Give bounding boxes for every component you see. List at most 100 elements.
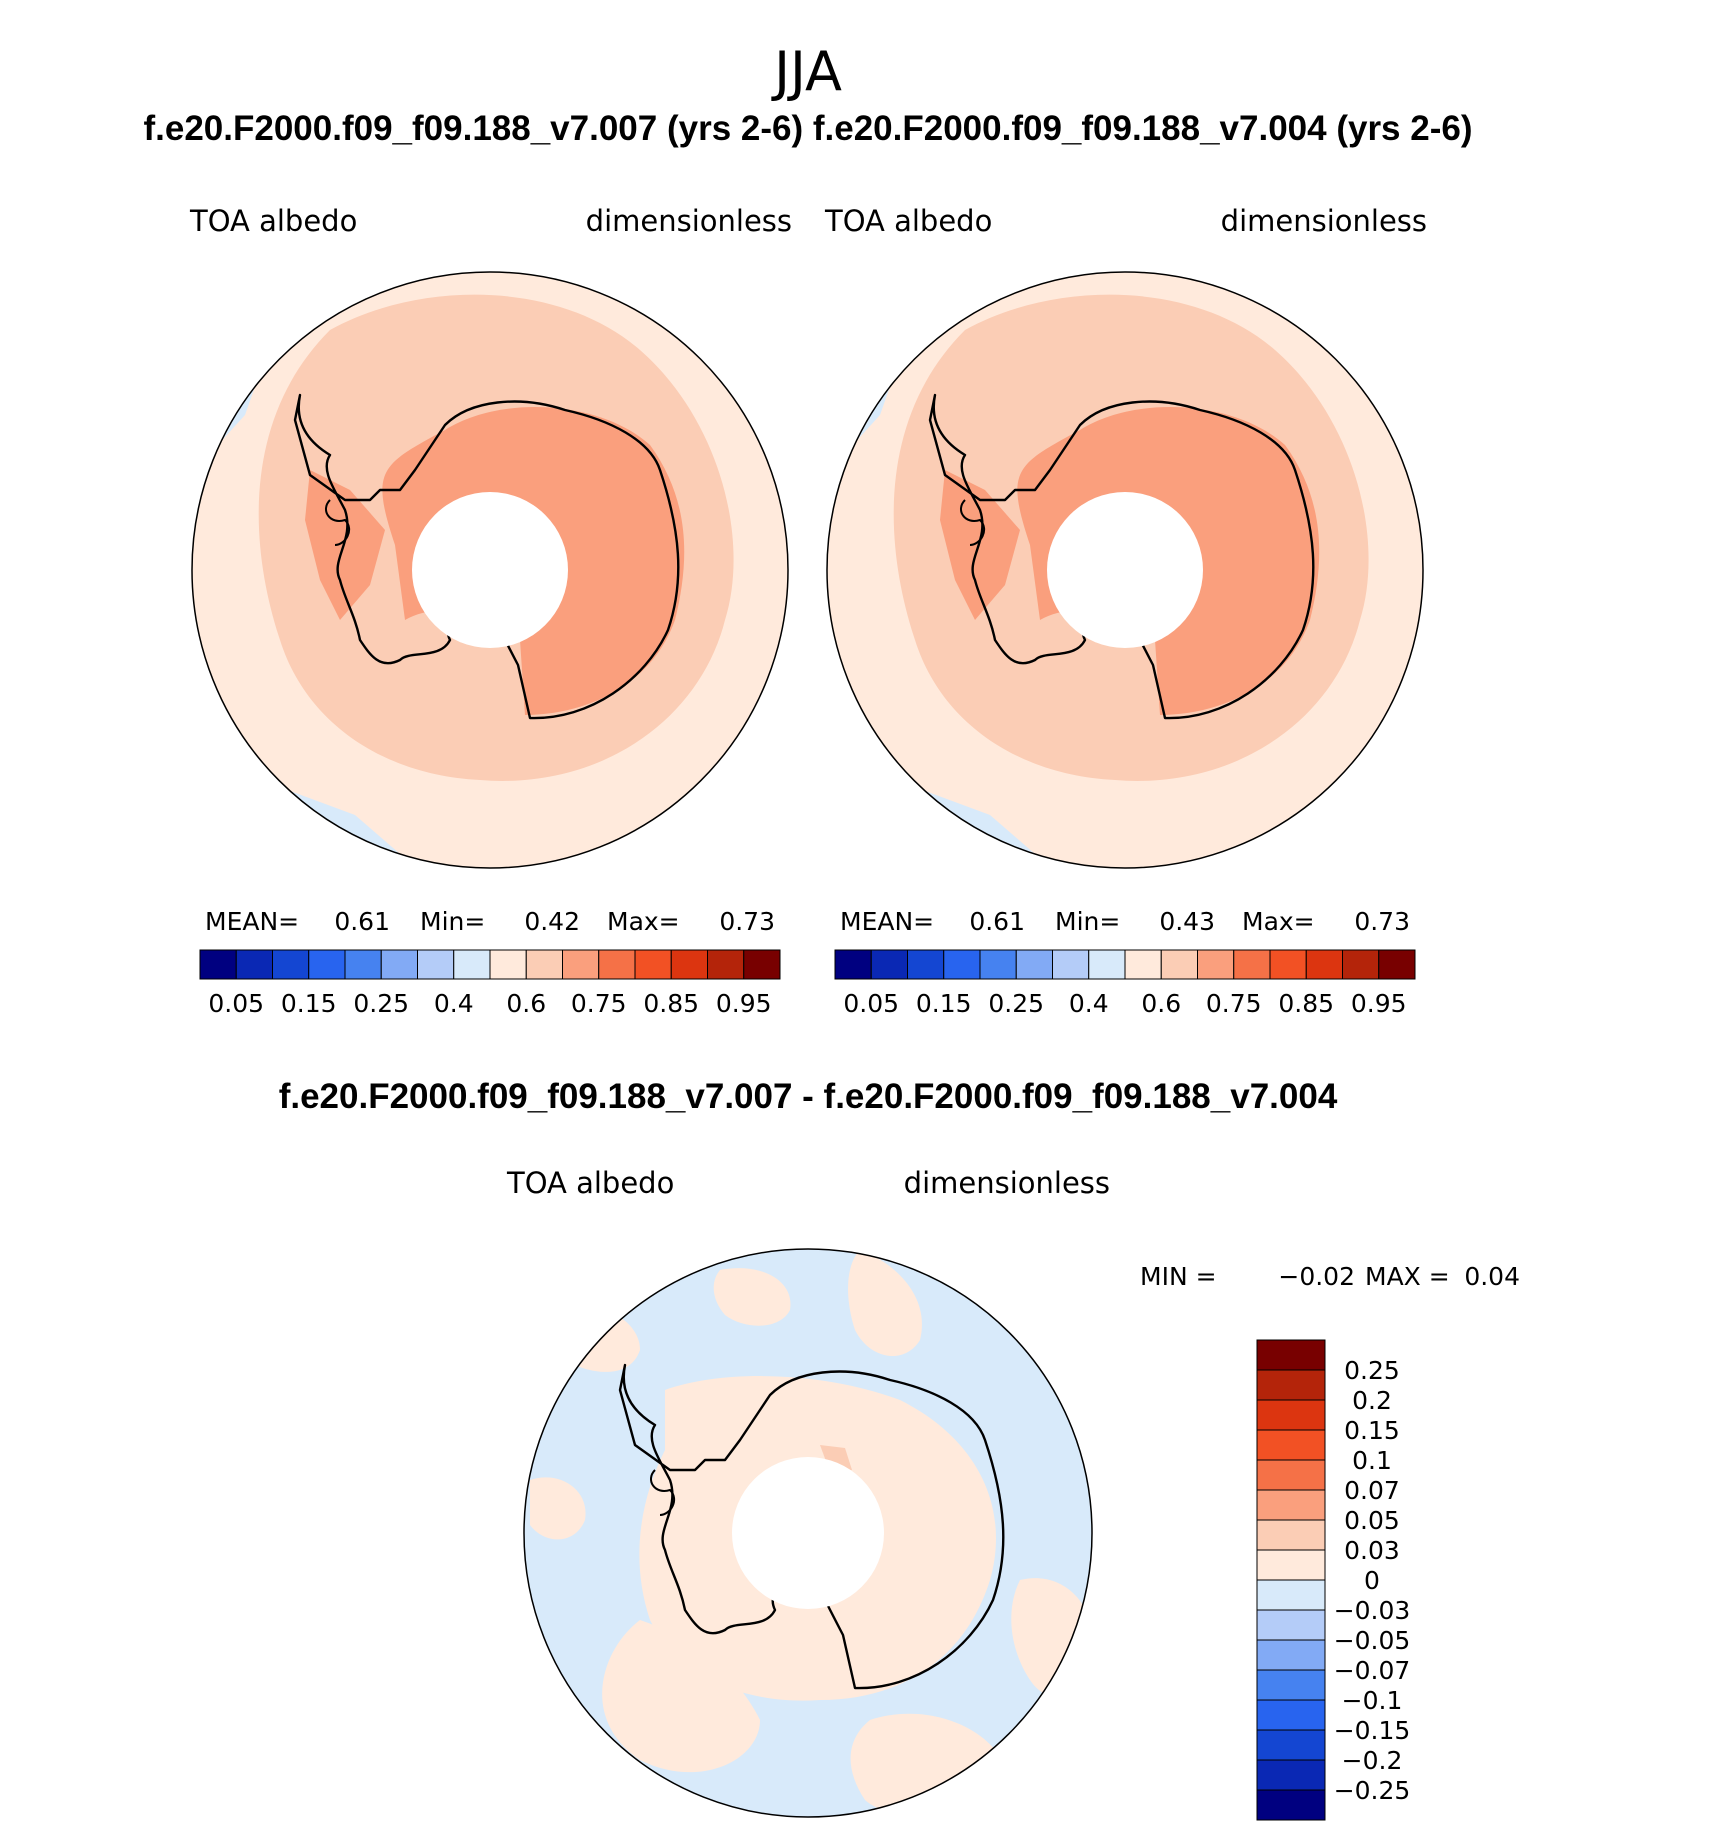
colorbar-swatch bbox=[489, 949, 527, 980]
panel-a-max: 0.73 bbox=[719, 907, 775, 936]
colorbar-tick-label: 0.25 bbox=[1344, 1356, 1400, 1385]
colorbar-swatch bbox=[1305, 949, 1343, 980]
colorbar-tick-label: −0.25 bbox=[1334, 1776, 1411, 1805]
colorbar-swatch bbox=[634, 949, 672, 980]
colorbar-swatch bbox=[1256, 1339, 1326, 1371]
peninsula-ice bbox=[305, 470, 385, 620]
colorbar-swatch bbox=[1256, 1459, 1326, 1491]
colorbar-swatch bbox=[743, 949, 781, 980]
colorbar-tick-label: 0.85 bbox=[1278, 989, 1334, 1018]
map-panel-difference bbox=[523, 1248, 1093, 1818]
colorbar-swatch bbox=[670, 949, 708, 980]
colorbar-swatch bbox=[525, 949, 563, 980]
colorbar-swatch bbox=[598, 949, 636, 980]
panel-b-units: dimensionless bbox=[1221, 204, 1427, 238]
colorbar-swatch bbox=[907, 949, 945, 980]
difference-title: f.e20.F2000.f09_f09.188_v7.007 - f.e20.F… bbox=[279, 1077, 1338, 1116]
colorbar-swatch bbox=[1088, 949, 1126, 980]
coastline bbox=[960, 499, 986, 546]
colorbar-swatch bbox=[308, 949, 346, 980]
coastline bbox=[325, 499, 351, 546]
colorbar-tick-label: −0.1 bbox=[1342, 1686, 1403, 1715]
colorbar-tick-label: 0.95 bbox=[1351, 989, 1407, 1018]
colorbar-swatch bbox=[707, 949, 745, 980]
colorbar-tick-label: 0.05 bbox=[1344, 1506, 1400, 1535]
colorbar-swatch bbox=[344, 949, 382, 980]
diff-min: −0.02 bbox=[1278, 1262, 1355, 1291]
colorbar-tick-label: 0 bbox=[1364, 1566, 1380, 1595]
colorbar-tick-label: 0.15 bbox=[1344, 1416, 1400, 1445]
colorbar-swatch bbox=[1256, 1699, 1326, 1731]
colorbar-swatch bbox=[1256, 1429, 1326, 1461]
colorbar-tick-label: 0.6 bbox=[506, 989, 546, 1018]
map-boundary bbox=[523, 1248, 1093, 1818]
diff-units: dimensionless bbox=[904, 1166, 1110, 1200]
panel-b-min-label: Min= bbox=[1055, 907, 1120, 936]
colorbar-swatch bbox=[1342, 949, 1380, 980]
colorbar-swatch bbox=[979, 949, 1017, 980]
colorbar-swatch bbox=[1269, 949, 1307, 980]
colorbar-swatch bbox=[1256, 1789, 1326, 1821]
colorbar-panel-b: 0.05 0.15 0.25 0.4 0.6 0.75 0.85 0.95 bbox=[834, 949, 1416, 1018]
colorbar-tick-label: −0.2 bbox=[1342, 1746, 1403, 1775]
coastline bbox=[650, 1469, 676, 1516]
colorbar-tick-label: 0.07 bbox=[1344, 1476, 1400, 1505]
colorbar-tick-label: −0.03 bbox=[1334, 1596, 1411, 1625]
colorbar-swatch bbox=[562, 949, 600, 980]
colorbar-tick-label: 0.4 bbox=[1069, 989, 1109, 1018]
colorbar-tick-label: 0.05 bbox=[843, 989, 899, 1018]
colorbar-tick-label: 0.75 bbox=[571, 989, 627, 1018]
colorbar-tick-label: 0.4 bbox=[434, 989, 474, 1018]
panel-b-max-label: Max= bbox=[1242, 907, 1315, 936]
colorbar-swatch bbox=[943, 949, 981, 980]
colorbar-tick-label: 0.15 bbox=[916, 989, 972, 1018]
pole-hole bbox=[1047, 492, 1203, 648]
colorbar-tick-label: 0.75 bbox=[1206, 989, 1262, 1018]
panel-b-max: 0.73 bbox=[1354, 907, 1410, 936]
colorbar-swatch bbox=[1256, 1519, 1326, 1551]
colorbar-swatch bbox=[1256, 1579, 1326, 1611]
colorbar-swatch bbox=[1197, 949, 1235, 980]
colorbar-tick-label: −0.15 bbox=[1334, 1716, 1411, 1745]
panel-a-min: 0.42 bbox=[524, 907, 580, 936]
colorbar-swatch bbox=[1256, 1669, 1326, 1701]
colorbar-difference: 0.250.20.150.10.070.050.030−0.03−0.05−0.… bbox=[1256, 1339, 1411, 1821]
colorbar-swatch bbox=[1052, 949, 1090, 980]
colorbar-swatch bbox=[417, 949, 455, 980]
colorbar-swatch bbox=[834, 949, 872, 980]
colorbar-tick-label: 0.2 bbox=[1352, 1386, 1392, 1415]
colorbar-tick-label: 0.25 bbox=[988, 989, 1044, 1018]
panel-a-mean-label: MEAN= bbox=[205, 907, 299, 936]
colorbar-swatch bbox=[1233, 949, 1271, 980]
colorbar-swatch bbox=[1160, 949, 1198, 980]
positive-anomaly-patch bbox=[549, 1300, 640, 1372]
map-boundary bbox=[826, 271, 1424, 869]
panel-a-max-label: Max= bbox=[607, 907, 680, 936]
peninsula-ice bbox=[940, 470, 1020, 620]
diff-variable: TOA albedo bbox=[506, 1166, 674, 1200]
colorbar-swatch bbox=[1256, 1609, 1326, 1641]
colorbar-tick-label: −0.05 bbox=[1334, 1626, 1411, 1655]
colorbar-swatch bbox=[1256, 1729, 1326, 1761]
colorbar-tick-label: −0.07 bbox=[1334, 1656, 1411, 1685]
colorbar-panel-a: 0.05 0.15 0.25 0.4 0.6 0.75 0.85 0.95 bbox=[199, 949, 781, 1018]
diff-min-label: MIN = bbox=[1140, 1262, 1217, 1291]
map-panel-b bbox=[826, 271, 1424, 869]
colorbar-swatch bbox=[1256, 1399, 1326, 1431]
colorbar-swatch bbox=[272, 949, 310, 980]
map-boundary bbox=[191, 271, 789, 869]
panel-b-mean-label: MEAN= bbox=[840, 907, 934, 936]
colorbar-tick-label: 0.05 bbox=[208, 989, 264, 1018]
season-title: JJA bbox=[771, 40, 842, 103]
colorbar-swatch bbox=[199, 949, 237, 980]
panel-a-units: dimensionless bbox=[586, 204, 792, 238]
colorbar-tick-label: 0.03 bbox=[1344, 1536, 1400, 1565]
panel-a-mean: 0.61 bbox=[334, 907, 390, 936]
colorbar-swatch bbox=[1256, 1639, 1326, 1671]
colorbar-tick-label: 0.1 bbox=[1352, 1446, 1392, 1475]
colorbar-swatch bbox=[870, 949, 908, 980]
colorbar-tick-label: 0.6 bbox=[1141, 989, 1181, 1018]
positive-anomaly-patch bbox=[713, 1268, 791, 1326]
colorbar-tick-label: 0.25 bbox=[353, 989, 409, 1018]
